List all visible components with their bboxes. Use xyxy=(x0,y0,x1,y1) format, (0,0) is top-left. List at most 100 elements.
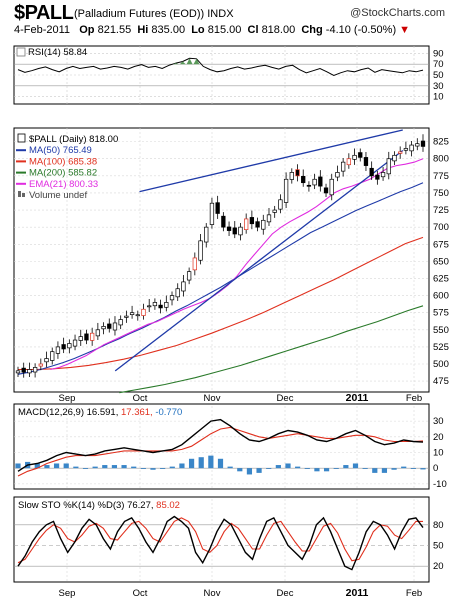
macd-tick-label: 20 xyxy=(433,432,444,443)
price-tick-label: 625 xyxy=(433,273,449,284)
macd-histogram-bar xyxy=(44,465,50,469)
change-label: Chg xyxy=(301,24,323,36)
low-label: Lo xyxy=(191,24,205,36)
candlestick xyxy=(266,208,272,226)
price-legend-item: MA(50) 765.49 xyxy=(16,145,92,156)
open-value: 821.55 xyxy=(97,24,132,36)
candlestick xyxy=(192,252,197,276)
candlestick xyxy=(95,322,101,340)
candle-legend-icon xyxy=(17,133,26,143)
price-tick-label: 500 xyxy=(433,359,449,370)
price-legend-label: MA(100) 685.38 xyxy=(29,156,97,167)
macd-legend: MACD(12,26,9) 16.591, 17.361, -0.770 xyxy=(18,407,182,418)
macd-histogram-bar xyxy=(102,465,108,469)
x-axis-label: Dec xyxy=(277,588,294,599)
rsi-tick-label: 50 xyxy=(433,70,444,81)
candlestick xyxy=(67,339,72,354)
candlestick xyxy=(295,164,300,182)
macd-tick-label: 30 xyxy=(433,416,444,427)
price-tick-label: 750 xyxy=(433,188,449,199)
candlestick xyxy=(340,158,346,177)
x-axis-label: Oct xyxy=(133,588,148,599)
macd-histogram-bar xyxy=(362,468,368,469)
chart-header: $PALL (Palladium Futures (EOD)) INDX @St… xyxy=(0,0,459,46)
candlestick xyxy=(27,362,32,378)
candlestick xyxy=(44,351,49,368)
macd-histogram-bar xyxy=(227,466,233,469)
volume-legend-icon xyxy=(18,191,21,197)
x-axis-label: Sep xyxy=(59,393,76,404)
candlestick xyxy=(186,267,192,285)
macd-histogram-bar xyxy=(53,463,60,469)
macd-histogram-bar xyxy=(420,468,426,470)
candlestick xyxy=(255,217,260,232)
macd-histogram-bar xyxy=(169,466,175,469)
candlestick xyxy=(175,283,180,301)
stochastic-k-line xyxy=(17,515,424,571)
stochastic-panel: 80 50 20 Slow STO %K(14) %D(3) 76.27, 85.0… xyxy=(13,496,444,583)
close-value: 818.00 xyxy=(261,24,296,36)
high-value: 835.00 xyxy=(151,24,186,36)
candlestick xyxy=(112,316,118,336)
price-legend-label: MA(50) 765.49 xyxy=(29,145,92,156)
price-panel: 825 800 775 750 725 700 675 650 625 600 575 550 525 5… xyxy=(13,127,449,394)
close-label: Cl xyxy=(247,24,259,36)
price-legend-label: MA(200) 585.82 xyxy=(29,168,97,179)
candlestick xyxy=(141,303,146,320)
macd-panel: 30 20 10 0 -10 MACD(12,26,9) 16.591, 17.361,… xyxy=(13,403,447,490)
macd-histogram-bar xyxy=(188,458,195,469)
candlestick xyxy=(101,322,106,335)
macd-histogram-bar xyxy=(246,468,253,475)
candlestick xyxy=(221,212,226,232)
candlestick xyxy=(124,310,129,323)
macd-histogram-bar xyxy=(15,463,21,469)
rsi-legend: RSI(14) 58.84 xyxy=(28,47,87,58)
candlestick xyxy=(226,221,232,237)
change-value: -4.10 (-0.50%) xyxy=(325,24,397,36)
macd-histogram-bar xyxy=(314,468,320,472)
candlestick xyxy=(386,151,391,180)
ma100-line xyxy=(18,236,424,371)
macd-histogram-bar xyxy=(304,468,310,469)
price-legend-label: Volume undef xyxy=(29,190,87,201)
rsi-tick-label: 10 xyxy=(433,92,444,103)
macd-histogram-bar xyxy=(34,463,40,469)
macd-histogram-bar xyxy=(121,465,127,469)
down-arrow-icon: ▼ xyxy=(399,24,411,36)
candlestick xyxy=(306,181,312,192)
trend-channel-lower xyxy=(114,150,404,372)
price-tick-label: 700 xyxy=(433,222,449,233)
quote-date: 4-Feb-2011 xyxy=(14,24,71,36)
brand-label[interactable]: @StockCharts.com xyxy=(350,7,445,19)
rsi-tick-label: 30 xyxy=(433,81,444,92)
candlestick xyxy=(181,275,186,297)
stochastic-tick-label: 80 xyxy=(433,520,444,531)
price-tick-label: 475 xyxy=(433,376,449,387)
macd-histogram-bar xyxy=(63,463,69,469)
macd-histogram-bar xyxy=(381,468,388,473)
rsi-tick-label: 90 xyxy=(433,48,444,59)
candlestick xyxy=(346,153,351,169)
rsi-line xyxy=(17,57,424,77)
candlestick xyxy=(409,140,414,157)
candlestick xyxy=(50,347,55,365)
stochastic-tick-label: 20 xyxy=(433,561,444,572)
price-legend-item: $PALL (Daily) 818.00 xyxy=(17,133,118,145)
macd-histogram-bar xyxy=(160,468,166,469)
macd-histogram-bar xyxy=(140,468,146,469)
candlestick xyxy=(261,214,266,235)
rsi-tick-label: 70 xyxy=(433,59,444,70)
macd-panel-frame xyxy=(13,403,430,490)
candlestick xyxy=(369,161,374,180)
price-legend-item: EMA(21) 800.33 xyxy=(16,179,98,190)
candlestick xyxy=(129,305,135,319)
candlestick xyxy=(78,329,83,346)
candlestick xyxy=(278,194,283,214)
candlestick xyxy=(323,183,329,198)
candlestick xyxy=(272,205,277,218)
candlestick xyxy=(289,168,294,184)
x-axis-label: Sep xyxy=(59,588,76,599)
price-tick-label: 825 xyxy=(433,137,449,148)
legend-swatch-rsi xyxy=(16,47,26,57)
